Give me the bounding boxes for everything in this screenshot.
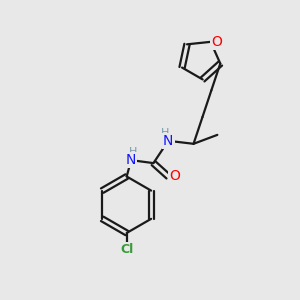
- Text: N: N: [163, 134, 173, 148]
- Text: O: O: [211, 35, 222, 49]
- Text: H: H: [161, 128, 170, 138]
- Text: O: O: [169, 169, 180, 184]
- Text: Cl: Cl: [120, 243, 133, 256]
- Text: H: H: [128, 147, 137, 157]
- Text: N: N: [126, 153, 136, 167]
